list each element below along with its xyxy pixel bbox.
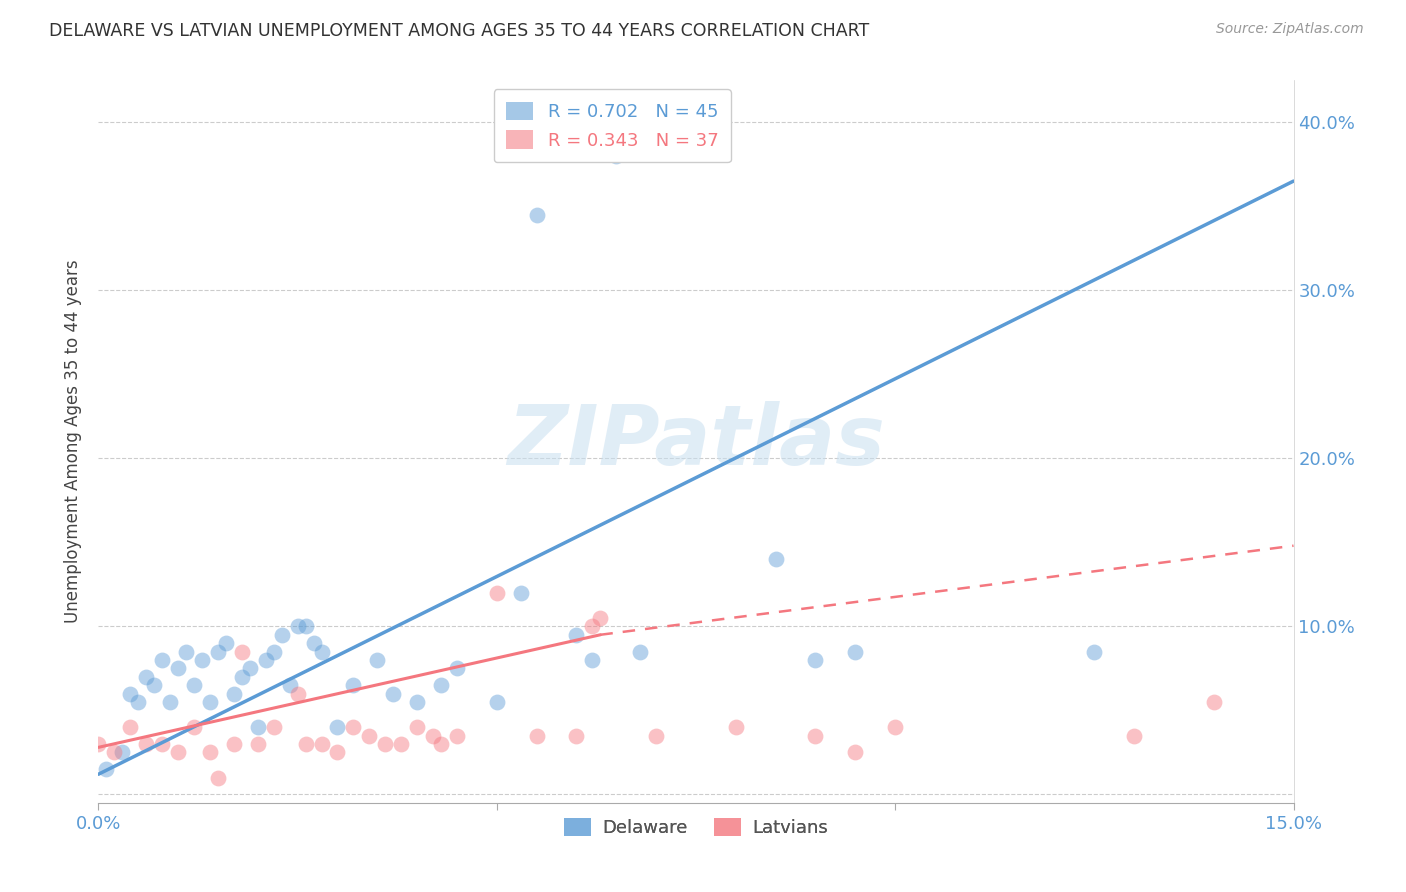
Point [207,644,229,658]
Point [254,653,277,667]
Point [406,695,429,709]
Point [430,737,453,751]
Point [120,687,142,701]
Point [302,636,325,650]
Text: Source: ZipAtlas.com: Source: ZipAtlas.com [1216,22,1364,37]
Point [526,208,548,222]
Point [183,678,205,692]
Point [804,729,827,743]
Point [844,644,866,658]
Point [628,644,651,658]
Point [135,737,157,751]
Point [103,745,125,759]
Point [231,670,253,684]
Point [406,720,429,734]
Point [198,745,221,759]
Point [287,619,309,633]
Point [389,737,412,751]
Point [565,729,588,743]
Point [485,586,508,600]
Point [198,695,221,709]
Point [804,653,827,667]
Point [446,729,468,743]
Point [263,644,285,658]
Point [526,729,548,743]
Point [359,729,381,743]
Point [326,720,349,734]
Point [191,653,214,667]
Point [1083,644,1105,658]
Point [844,745,866,759]
Text: DELAWARE VS LATVIAN UNEMPLOYMENT AMONG AGES 35 TO 44 YEARS CORRELATION CHART: DELAWARE VS LATVIAN UNEMPLOYMENT AMONG A… [49,22,869,40]
Point [96,762,118,776]
Y-axis label: Unemployment Among Ages 35 to 44 years: Unemployment Among Ages 35 to 44 years [63,260,82,624]
Point [174,644,197,658]
Point [222,737,245,751]
Point [150,737,173,751]
Point [581,653,603,667]
Point [246,737,269,751]
Point [287,687,309,701]
Point [446,661,468,675]
Point [231,644,253,658]
Point [111,745,134,759]
Point [581,619,603,633]
Text: ZIPatlas: ZIPatlas [508,401,884,482]
Point [167,661,190,675]
Point [263,720,285,734]
Legend: Delaware, Latvians: Delaware, Latvians [557,811,835,845]
Point [222,687,245,701]
Point [246,720,269,734]
Point [485,695,508,709]
Point [1123,729,1146,743]
Point [342,678,364,692]
Point [278,678,301,692]
Point [135,670,157,684]
Point [342,720,364,734]
Point [645,729,668,743]
Point [127,695,149,709]
Point [294,737,316,751]
Point [605,149,627,163]
Point [183,720,205,734]
Point [159,695,181,709]
Point [430,678,453,692]
Point [884,720,907,734]
Point [509,586,531,600]
Point [366,653,388,667]
Point [120,720,142,734]
Point [143,678,166,692]
Point [294,619,316,633]
Point [87,737,110,751]
Point [565,628,588,642]
Point [311,737,333,751]
Point [150,653,173,667]
Point [270,628,292,642]
Point [326,745,349,759]
Point [422,729,444,743]
Point [724,720,747,734]
Point [765,552,787,566]
Point [167,745,190,759]
Point [382,687,405,701]
Point [207,771,229,785]
Point [239,661,262,675]
Point [374,737,396,751]
Point [311,644,333,658]
Point [1202,695,1225,709]
Point [589,611,612,625]
Point [215,636,238,650]
